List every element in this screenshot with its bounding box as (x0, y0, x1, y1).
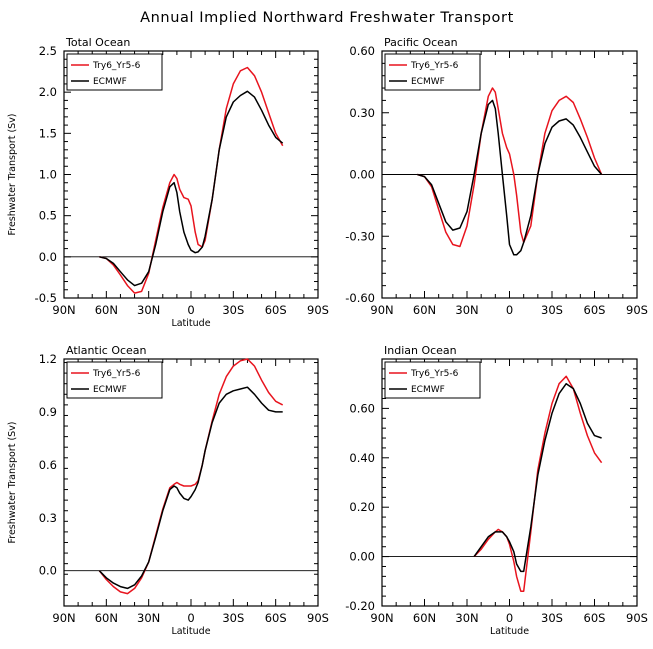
panel-title: Atlantic Ocean (66, 344, 147, 357)
y-tick-label: 0.6 (39, 458, 57, 472)
series-line-1 (98, 386, 283, 590)
legend-label-0: Try6_Yr5-6 (410, 61, 459, 71)
x-tick-label: 90S (307, 611, 329, 625)
y-tick-label: 0.00 (349, 168, 375, 182)
x-tick-label: 60N (413, 303, 436, 317)
legend-label-1: ECMWF (411, 385, 445, 395)
y-tick-label: -0.20 (345, 599, 375, 613)
legend-box (66, 361, 163, 399)
series-line-0 (473, 375, 603, 592)
x-tick-label: 30S (541, 303, 563, 317)
x-tick-label: 30S (222, 611, 244, 625)
x-tick-label: 30S (541, 611, 563, 625)
y-tick-label: 2.5 (39, 44, 57, 58)
y-tick-label: 1.0 (39, 168, 57, 182)
x-tick-label: 30N (455, 611, 478, 625)
x-tick-label: 90S (626, 303, 648, 317)
legend: Try6_Yr5-6 ECMWF (384, 361, 481, 399)
x-tick-label: 60N (413, 611, 436, 625)
x-tick-label: 30N (137, 303, 160, 317)
y-tick-label: 0.20 (349, 500, 375, 514)
panel-title: Total Ocean (65, 36, 130, 49)
y-tick-label: 0.40 (349, 451, 375, 465)
x-tick-label: 30N (137, 611, 160, 625)
y-tick-label: 2.0 (39, 85, 57, 99)
legend-label-1: ECMWF (411, 77, 445, 87)
series-line-0 (98, 358, 284, 595)
y-tick-label: 0.60 (349, 44, 375, 58)
y-tick-label: 0.00 (349, 550, 375, 564)
x-tick-label: 30S (222, 303, 244, 317)
y-tick-label: 0.3 (39, 511, 57, 525)
series-line-1 (417, 99, 603, 256)
legend-label-1: ECMWF (93, 77, 127, 87)
legend-box (66, 53, 163, 91)
legend-label-0: Try6_Yr5-6 (92, 61, 141, 71)
x-tick-label: 0 (187, 303, 194, 317)
x-axis-label: Latitude (171, 626, 210, 637)
legend-label-0: Try6_Yr5-6 (92, 369, 141, 379)
y-tick-label: 0.5 (39, 209, 57, 223)
y-tick-label: 0.0 (39, 564, 57, 578)
y-tick-label: -0.5 (35, 291, 57, 305)
chart-panel-1: 90N 60N 30N 0 30S 60S 90S -0.60 -0.30 0.00 0.30 0.6… (345, 36, 648, 317)
y-tick-label: 0.9 (39, 405, 57, 419)
y-tick-label: -0.60 (345, 291, 375, 305)
x-tick-label: 90N (370, 611, 393, 625)
x-tick-label: 90S (626, 611, 648, 625)
panel-title: Indian Ocean (384, 344, 457, 357)
y-tick-label: 1.5 (39, 126, 57, 140)
y-tick-label: 1.2 (39, 352, 57, 366)
series-line-0 (417, 87, 603, 248)
series-line-1 (473, 382, 602, 573)
x-tick-label: 0 (506, 611, 513, 625)
x-axis-label: Latitude (490, 626, 529, 637)
x-tick-label: 90N (52, 303, 75, 317)
chart-panel-0: 90N 60N 30N 0 30S 60S 90S -0.5 0.0 0.5 1.0 1.5 2.0 2.… (7, 36, 329, 329)
legend-label-1: ECMWF (93, 385, 127, 395)
y-tick-label: 0.0 (39, 250, 57, 264)
y-tick-label: 0.30 (349, 106, 375, 120)
x-tick-label: 60S (265, 611, 287, 625)
y-tick-label: 0.60 (349, 401, 375, 415)
x-tick-label: 30N (455, 303, 478, 317)
legend-label-0: Try6_Yr5-6 (410, 369, 459, 379)
x-tick-label: 90N (370, 303, 393, 317)
x-tick-label: 60S (584, 303, 606, 317)
legend-box (384, 53, 481, 91)
x-tick-label: 0 (187, 611, 194, 625)
y-tick-label: -0.30 (345, 229, 375, 243)
x-tick-label: 60S (584, 611, 606, 625)
y-axis-label: Freshwater Transport (Sv) (7, 421, 18, 543)
series-line-1 (99, 90, 284, 287)
x-tick-label: 0 (506, 303, 513, 317)
x-axis-label: Latitude (171, 318, 210, 329)
panels-container: 90N 60N 30N 0 30S 60S 90S -0.5 0.0 0.5 1.0 1.5 2.0 2.… (7, 36, 648, 637)
legend: Try6_Yr5-6 ECMWF (384, 53, 481, 91)
legend-box (384, 361, 481, 399)
legend: Try6_Yr5-6 ECMWF (66, 53, 163, 91)
series-line-0 (99, 66, 284, 294)
x-tick-label: 60N (95, 303, 118, 317)
x-tick-label: 90N (52, 611, 75, 625)
x-tick-label: 60S (265, 303, 287, 317)
panel-title: Pacific Ocean (384, 36, 458, 49)
figure-title: Annual Implied Northward Freshwater Tran… (140, 10, 514, 26)
y-axis-label: Freshwater Transport (Sv) (7, 113, 18, 235)
chart-panel-2: 90N 60N 30N 0 30S 60S 90S 0.0 0.3 0.6 0.9 1.2 Atlant… (7, 344, 329, 637)
legend: Try6_Yr5-6 ECMWF (66, 361, 163, 399)
chart-panel-3: 90N 60N 30N 0 30S 60S 90S -0.20 0.00 0.20 0.40 0.60… (345, 344, 648, 637)
x-tick-label: 60N (95, 611, 118, 625)
x-tick-label: 90S (307, 303, 329, 317)
